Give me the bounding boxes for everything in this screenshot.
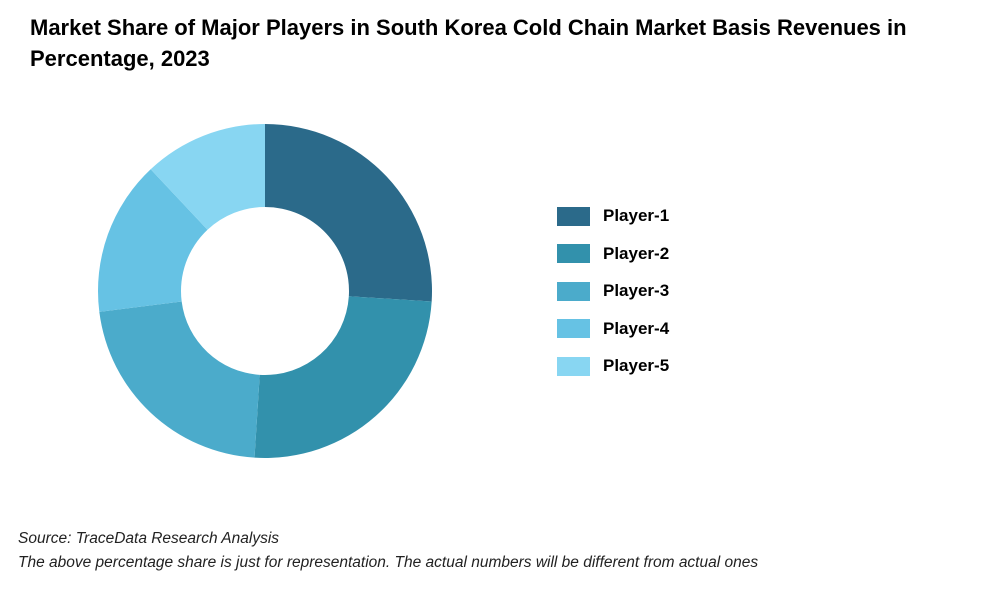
legend-item-3: Player-3 [557, 280, 669, 302]
chart-title: Market Share of Major Players in South K… [30, 15, 907, 71]
source-note: Source: TraceData Research Analysis [18, 530, 280, 547]
donut-slice-2 [254, 296, 432, 458]
legend-item-1: Player-1 [557, 205, 669, 227]
chart-footer: Source: TraceData Research Analysis The … [18, 527, 758, 575]
legend-label: Player-5 [603, 356, 670, 375]
chart-legend: Player-1 Player-2 Player-3 Player-4 Player-5 [557, 205, 669, 393]
donut-slice-4 [97, 169, 208, 312]
legend-label: Player-1 [603, 206, 670, 225]
donut-slice-3 [99, 301, 260, 458]
donut-slices [97, 124, 432, 458]
legend-item-4: Player-4 [557, 318, 669, 340]
donut-slice-5 [150, 124, 265, 230]
disclaimer-note: The above percentage share is just for r… [18, 554, 759, 571]
legend-label: Player-3 [603, 281, 670, 300]
legend-swatch [557, 319, 590, 338]
legend-label: Player-4 [603, 318, 670, 338]
donut-slice-1 [265, 124, 432, 302]
legend-item-5: Player-5 [557, 355, 669, 377]
legend-swatch [557, 281, 590, 301]
legend-item-2: Player-2 [557, 243, 669, 265]
legend-swatch [557, 206, 590, 226]
legend-swatch [557, 244, 590, 263]
legend-swatch [557, 356, 590, 376]
legend-label: Player-2 [603, 243, 670, 263]
